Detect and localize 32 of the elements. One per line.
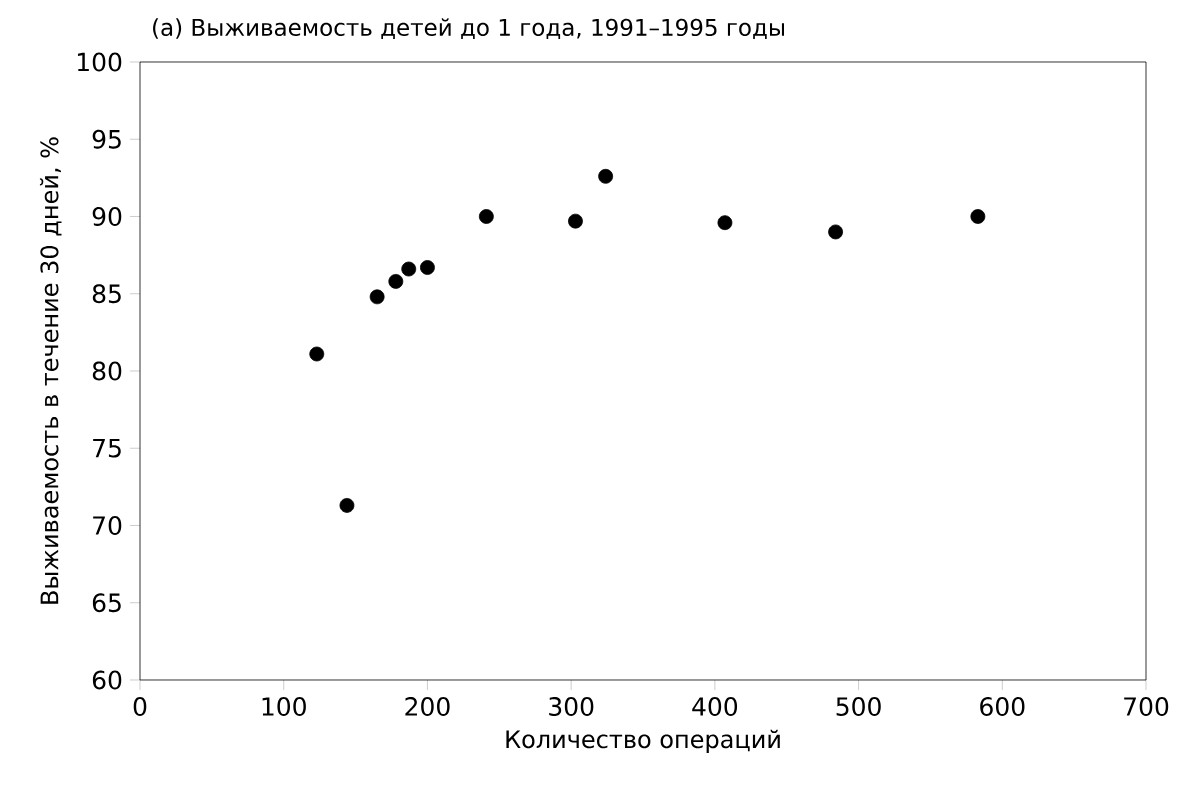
point bbox=[970, 209, 986, 224]
x-tick-label: 500 bbox=[836, 697, 881, 716]
y-axis-title: Выживаемость в течение 30 дней, % bbox=[39, 137, 62, 604]
x-tick-label: 700 bbox=[1124, 697, 1169, 716]
x-tick-label: 0 bbox=[133, 697, 147, 716]
y-tick-label: 60 bbox=[92, 670, 122, 690]
x-tick-label: 600 bbox=[980, 697, 1025, 716]
point bbox=[478, 209, 494, 224]
y-tick-label: 85 bbox=[92, 284, 121, 304]
point bbox=[717, 215, 733, 231]
x-tick-label: 200 bbox=[405, 697, 450, 716]
point bbox=[828, 224, 843, 240]
point bbox=[388, 273, 404, 289]
x-tick-label: 400 bbox=[692, 697, 738, 716]
y-tick-label: 70 bbox=[93, 516, 122, 535]
y-tick-label: 80 bbox=[92, 361, 122, 381]
y-tick-label: 90 bbox=[92, 207, 122, 226]
y-tick-label: 100 bbox=[77, 52, 122, 72]
y-tick-label: 65 bbox=[92, 593, 121, 613]
y-tick-label: 95 bbox=[92, 129, 121, 149]
point bbox=[568, 213, 583, 229]
point bbox=[369, 289, 385, 305]
point bbox=[420, 260, 435, 275]
x-axis-title: Количество операций bbox=[506, 729, 780, 753]
point bbox=[598, 168, 614, 184]
point bbox=[339, 498, 355, 513]
y-tick-label: 75 bbox=[93, 438, 121, 458]
x-tick-label: 100 bbox=[262, 697, 306, 716]
chart-title: (а) Выживаемость детей до 1 года, 1991–1995 годы bbox=[153, 18, 785, 39]
x-tick-label: 300 bbox=[549, 697, 594, 716]
point bbox=[401, 261, 417, 277]
point bbox=[309, 346, 325, 362]
